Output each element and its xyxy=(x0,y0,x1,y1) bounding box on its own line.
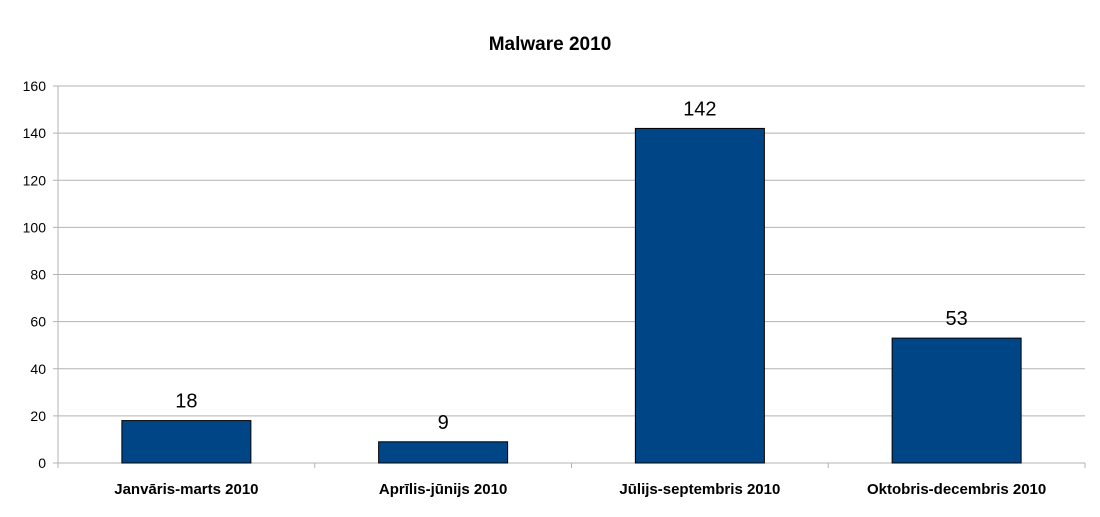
y-tick-label: 60 xyxy=(30,314,46,330)
x-category-label: Janvāris-marts 2010 xyxy=(114,481,258,498)
y-tick-label: 140 xyxy=(23,125,47,141)
bar xyxy=(378,441,509,464)
data-label: 53 xyxy=(946,308,968,330)
y-tick-label: 120 xyxy=(23,172,47,188)
x-category-label: Aprīlis-jūnijs 2010 xyxy=(379,481,507,498)
bars xyxy=(121,127,1022,464)
data-label: 18 xyxy=(175,391,197,413)
data-label: 142 xyxy=(683,98,716,120)
y-tick-label: 80 xyxy=(30,267,46,283)
data-labels: 18 9 142 53 xyxy=(175,98,968,433)
y-tick-label: 0 xyxy=(38,455,46,471)
grid-lines xyxy=(58,85,1085,417)
x-category-label: Oktobris-decembris 2010 xyxy=(867,481,1046,498)
bar xyxy=(634,127,765,464)
category-labels: Janvāris-marts 2010 Aprīlis-jūnijs 2010 Jū… xyxy=(114,481,1046,498)
bar xyxy=(121,420,252,464)
y-tick-label: 100 xyxy=(23,219,47,235)
chart-title: Malware 2010 xyxy=(488,34,612,55)
y-tick-labels: 0 20 40 60 80 100 120 140 160 xyxy=(23,78,47,471)
y-tick-label: 20 xyxy=(30,408,46,424)
x-category-label: Jūlijs-septembris 2010 xyxy=(619,481,780,498)
y-tick-label: 160 xyxy=(23,78,47,94)
data-label: 9 xyxy=(438,412,449,434)
y-tick-label: 40 xyxy=(30,361,46,377)
bar xyxy=(891,337,1022,464)
